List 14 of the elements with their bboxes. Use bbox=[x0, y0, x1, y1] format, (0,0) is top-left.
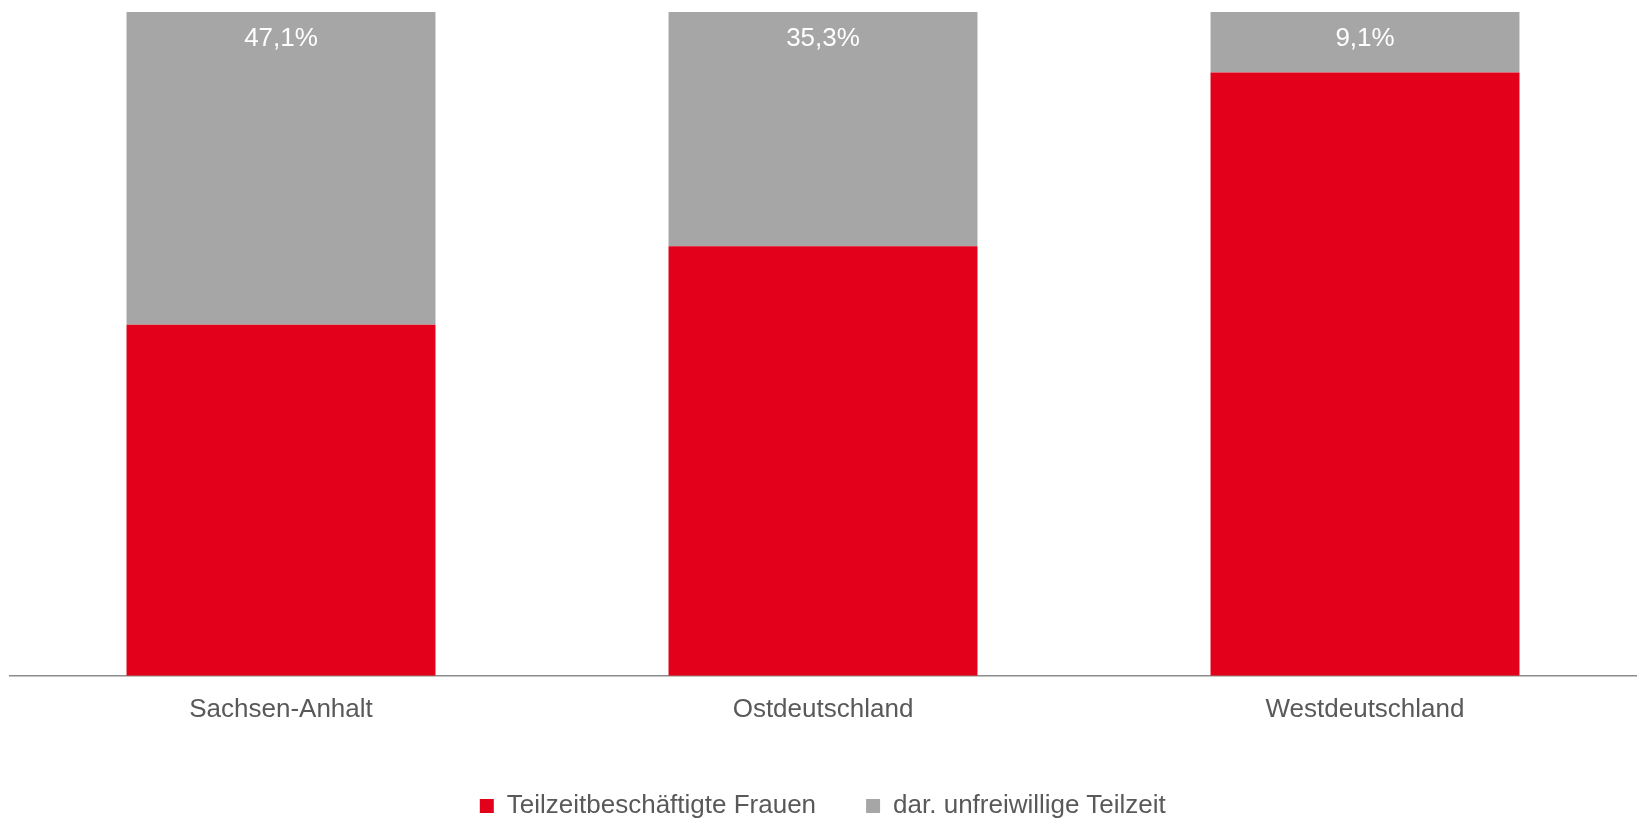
data-label: 35,3% bbox=[786, 22, 860, 53]
bar bbox=[668, 12, 978, 247]
legend-label: dar. unfreiwillige Teilzeit bbox=[893, 789, 1167, 820]
legend-label: Teilzeitbeschäftigte Frauen bbox=[506, 789, 817, 820]
data-label: 9,1% bbox=[1335, 22, 1395, 53]
data-label: 47,1% bbox=[244, 22, 318, 53]
bar bbox=[1210, 12, 1520, 73]
x-tick-label: Ostdeutschland bbox=[732, 692, 914, 723]
bar bbox=[668, 246, 978, 676]
bar bbox=[126, 324, 436, 676]
bar bbox=[1210, 72, 1520, 676]
x-tick-label: Sachsen-Anhalt bbox=[189, 692, 374, 723]
x-tick-label: Westdeutschland bbox=[1265, 692, 1465, 723]
bar bbox=[126, 12, 436, 325]
